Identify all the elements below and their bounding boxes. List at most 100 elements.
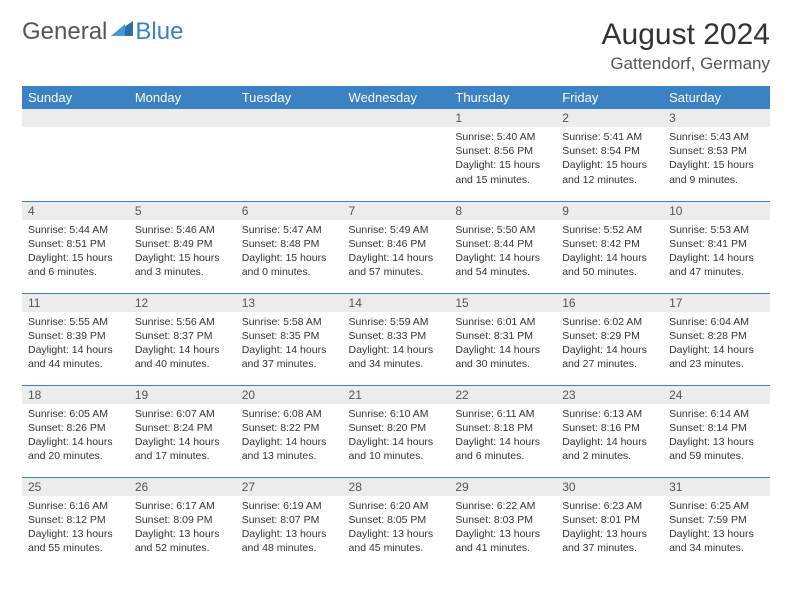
- weekday-header: Sunday: [22, 86, 129, 109]
- day-number: 1: [449, 109, 556, 127]
- day-details: Sunrise: 5:43 AMSunset: 8:53 PMDaylight:…: [663, 127, 770, 191]
- day-number: 14: [343, 294, 450, 312]
- calendar-day-cell: 3Sunrise: 5:43 AMSunset: 8:53 PMDaylight…: [663, 109, 770, 201]
- weekday-header: Thursday: [449, 86, 556, 109]
- day-number: 22: [449, 386, 556, 404]
- day-details: Sunrise: 6:10 AMSunset: 8:20 PMDaylight:…: [343, 404, 450, 468]
- calendar-table: Sunday Monday Tuesday Wednesday Thursday…: [22, 86, 770, 569]
- weekday-header: Friday: [556, 86, 663, 109]
- calendar-day-cell: 14Sunrise: 5:59 AMSunset: 8:33 PMDayligh…: [343, 293, 450, 385]
- day-number: 26: [129, 478, 236, 496]
- calendar-day-cell: 26Sunrise: 6:17 AMSunset: 8:09 PMDayligh…: [129, 477, 236, 569]
- day-number: 12: [129, 294, 236, 312]
- day-details: Sunrise: 5:44 AMSunset: 8:51 PMDaylight:…: [22, 220, 129, 284]
- day-details: Sunrise: 6:07 AMSunset: 8:24 PMDaylight:…: [129, 404, 236, 468]
- day-details: Sunrise: 5:41 AMSunset: 8:54 PMDaylight:…: [556, 127, 663, 191]
- day-number: 11: [22, 294, 129, 312]
- day-number: 9: [556, 202, 663, 220]
- calendar-day-cell: 21Sunrise: 6:10 AMSunset: 8:20 PMDayligh…: [343, 385, 450, 477]
- day-number: 29: [449, 478, 556, 496]
- calendar-day-cell: 7Sunrise: 5:49 AMSunset: 8:46 PMDaylight…: [343, 201, 450, 293]
- day-number: 5: [129, 202, 236, 220]
- calendar-week-row: 1Sunrise: 5:40 AMSunset: 8:56 PMDaylight…: [22, 109, 770, 201]
- day-number: 30: [556, 478, 663, 496]
- day-details: Sunrise: 5:47 AMSunset: 8:48 PMDaylight:…: [236, 220, 343, 284]
- day-number: 16: [556, 294, 663, 312]
- calendar-day-cell: 19Sunrise: 6:07 AMSunset: 8:24 PMDayligh…: [129, 385, 236, 477]
- day-number: 17: [663, 294, 770, 312]
- calendar-day-cell: 5Sunrise: 5:46 AMSunset: 8:49 PMDaylight…: [129, 201, 236, 293]
- weekday-header: Tuesday: [236, 86, 343, 109]
- calendar-week-row: 11Sunrise: 5:55 AMSunset: 8:39 PMDayligh…: [22, 293, 770, 385]
- calendar-day-cell: 25Sunrise: 6:16 AMSunset: 8:12 PMDayligh…: [22, 477, 129, 569]
- day-details: Sunrise: 6:13 AMSunset: 8:16 PMDaylight:…: [556, 404, 663, 468]
- brand-logo: General Blue: [22, 18, 183, 46]
- calendar-day-cell: 1Sunrise: 5:40 AMSunset: 8:56 PMDaylight…: [449, 109, 556, 201]
- day-details: Sunrise: 6:14 AMSunset: 8:14 PMDaylight:…: [663, 404, 770, 468]
- day-details: Sunrise: 6:04 AMSunset: 8:28 PMDaylight:…: [663, 312, 770, 376]
- day-number: 2: [556, 109, 663, 127]
- header: General Blue August 2024 Gattendorf, Ger…: [22, 18, 770, 74]
- day-number: 6: [236, 202, 343, 220]
- day-details: Sunrise: 5:59 AMSunset: 8:33 PMDaylight:…: [343, 312, 450, 376]
- day-details: Sunrise: 6:17 AMSunset: 8:09 PMDaylight:…: [129, 496, 236, 560]
- day-number: 15: [449, 294, 556, 312]
- month-title: August 2024: [602, 18, 770, 52]
- day-details: Sunrise: 5:55 AMSunset: 8:39 PMDaylight:…: [22, 312, 129, 376]
- empty-day: [22, 109, 129, 127]
- day-details: Sunrise: 6:22 AMSunset: 8:03 PMDaylight:…: [449, 496, 556, 560]
- day-number: 23: [556, 386, 663, 404]
- calendar-day-cell: 18Sunrise: 6:05 AMSunset: 8:26 PMDayligh…: [22, 385, 129, 477]
- day-number: 20: [236, 386, 343, 404]
- day-number: 25: [22, 478, 129, 496]
- day-number: 19: [129, 386, 236, 404]
- day-number: 8: [449, 202, 556, 220]
- day-number: 27: [236, 478, 343, 496]
- calendar-day-cell: [343, 109, 450, 201]
- calendar-day-cell: 27Sunrise: 6:19 AMSunset: 8:07 PMDayligh…: [236, 477, 343, 569]
- day-details: Sunrise: 5:56 AMSunset: 8:37 PMDaylight:…: [129, 312, 236, 376]
- day-number: 24: [663, 386, 770, 404]
- calendar-day-cell: 22Sunrise: 6:11 AMSunset: 8:18 PMDayligh…: [449, 385, 556, 477]
- empty-day: [129, 109, 236, 127]
- calendar-week-row: 4Sunrise: 5:44 AMSunset: 8:51 PMDaylight…: [22, 201, 770, 293]
- day-details: Sunrise: 6:23 AMSunset: 8:01 PMDaylight:…: [556, 496, 663, 560]
- day-number: 13: [236, 294, 343, 312]
- calendar-day-cell: 20Sunrise: 6:08 AMSunset: 8:22 PMDayligh…: [236, 385, 343, 477]
- day-details: Sunrise: 6:01 AMSunset: 8:31 PMDaylight:…: [449, 312, 556, 376]
- empty-day: [343, 109, 450, 127]
- location: Gattendorf, Germany: [602, 54, 770, 74]
- weekday-header: Wednesday: [343, 86, 450, 109]
- day-number: 7: [343, 202, 450, 220]
- calendar-day-cell: 12Sunrise: 5:56 AMSunset: 8:37 PMDayligh…: [129, 293, 236, 385]
- day-details: Sunrise: 6:20 AMSunset: 8:05 PMDaylight:…: [343, 496, 450, 560]
- day-details: Sunrise: 5:58 AMSunset: 8:35 PMDaylight:…: [236, 312, 343, 376]
- calendar-day-cell: 13Sunrise: 5:58 AMSunset: 8:35 PMDayligh…: [236, 293, 343, 385]
- day-details: Sunrise: 6:05 AMSunset: 8:26 PMDaylight:…: [22, 404, 129, 468]
- calendar-day-cell: 11Sunrise: 5:55 AMSunset: 8:39 PMDayligh…: [22, 293, 129, 385]
- day-number: 21: [343, 386, 450, 404]
- empty-day: [236, 109, 343, 127]
- calendar-day-cell: 2Sunrise: 5:41 AMSunset: 8:54 PMDaylight…: [556, 109, 663, 201]
- day-details: Sunrise: 5:53 AMSunset: 8:41 PMDaylight:…: [663, 220, 770, 284]
- calendar-day-cell: 6Sunrise: 5:47 AMSunset: 8:48 PMDaylight…: [236, 201, 343, 293]
- day-number: 28: [343, 478, 450, 496]
- calendar-day-cell: [236, 109, 343, 201]
- calendar-day-cell: 8Sunrise: 5:50 AMSunset: 8:44 PMDaylight…: [449, 201, 556, 293]
- calendar-day-cell: 17Sunrise: 6:04 AMSunset: 8:28 PMDayligh…: [663, 293, 770, 385]
- brand-part1: General: [22, 18, 107, 46]
- day-number: 10: [663, 202, 770, 220]
- calendar-day-cell: [22, 109, 129, 201]
- calendar-day-cell: 24Sunrise: 6:14 AMSunset: 8:14 PMDayligh…: [663, 385, 770, 477]
- calendar-day-cell: 29Sunrise: 6:22 AMSunset: 8:03 PMDayligh…: [449, 477, 556, 569]
- calendar-day-cell: 4Sunrise: 5:44 AMSunset: 8:51 PMDaylight…: [22, 201, 129, 293]
- brand-part2: Blue: [135, 18, 183, 46]
- brand-mark-icon: [111, 20, 133, 36]
- day-details: Sunrise: 6:25 AMSunset: 7:59 PMDaylight:…: [663, 496, 770, 560]
- calendar-day-cell: [129, 109, 236, 201]
- calendar-day-cell: 30Sunrise: 6:23 AMSunset: 8:01 PMDayligh…: [556, 477, 663, 569]
- weekday-header: Saturday: [663, 86, 770, 109]
- weekday-header: Monday: [129, 86, 236, 109]
- calendar-week-row: 18Sunrise: 6:05 AMSunset: 8:26 PMDayligh…: [22, 385, 770, 477]
- calendar-day-cell: 9Sunrise: 5:52 AMSunset: 8:42 PMDaylight…: [556, 201, 663, 293]
